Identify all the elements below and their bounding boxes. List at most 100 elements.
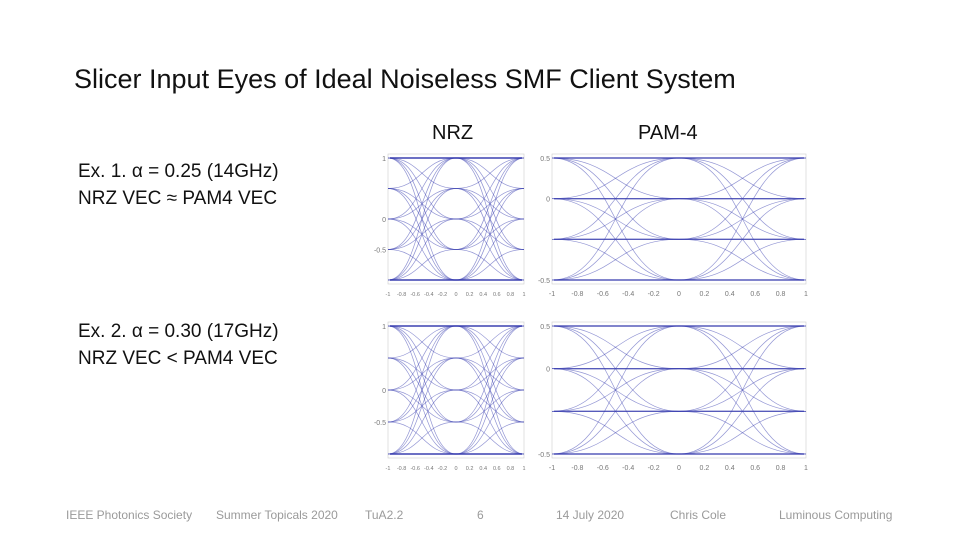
nrz_1-x-tick-2: -0.6 (410, 292, 419, 298)
nrz_1-trace-16 (387, 157, 457, 281)
nrz_1-trace-8 (387, 157, 457, 220)
pam4_1-x-tick-3: -0.4 (622, 291, 634, 298)
nrz_1-x-tick-4: -0.2 (438, 292, 447, 298)
pam4_1-trace-23 (678, 238, 807, 281)
pam4_2-x-tick-9: 0.8 (776, 465, 786, 472)
pam4_2-x-tick-4: -0.2 (648, 465, 660, 472)
pam4_2-x-tick-1: -0.8 (571, 465, 583, 472)
pam4_1-x-tick-4: -0.2 (648, 291, 660, 298)
pam4_1-plot-area (551, 153, 807, 285)
nrz_2-x-tick-9: 0.8 (507, 466, 515, 472)
nrz_2-x-tick-3: -0.4 (424, 466, 433, 472)
nrz_1-y-tick-0: 1 (382, 156, 386, 163)
pam4_2-plot-area (551, 321, 807, 459)
example-1-line2: NRZ VEC ≈ PAM4 VEC (78, 188, 278, 209)
pam4_1-trace-18 (678, 157, 807, 240)
pam4_1-x-tick-8: 0.6 (750, 291, 760, 298)
pam4_1-x-tick-1: -0.8 (571, 291, 583, 298)
pam4_1-trace-21 (678, 157, 807, 281)
pam4_2-trace-6 (551, 325, 680, 412)
nrz_2-x-tick-0: -1 (386, 466, 391, 472)
nrz_1-trace-4 (387, 157, 457, 189)
footer-author: Chris Cole (670, 508, 727, 522)
eye-diagram-pam4-ex2: 0.5 0 -0.5 -1 -0.8 -0.6 -0.4 -0.2 0 0.2 0.4 0.6 0.8 1 (538, 316, 812, 474)
pam4_2-trace-3 (551, 325, 680, 370)
nrz_2-x-tick-10: 1 (522, 466, 525, 472)
footer-company: Luminous Computing (779, 508, 893, 522)
nrz_2-x-tick-2: -0.6 (410, 466, 419, 472)
nrz_1-x-tick-3: -0.4 (424, 292, 433, 298)
nrz_2-trace-18 (387, 389, 457, 455)
pam4_2-x-tick-7: 0.4 (725, 465, 735, 472)
pam4_1-trace-3 (551, 157, 680, 200)
pam4_2-trace-15 (678, 325, 807, 370)
example-2-text: Ex. 2. α = 0.30 (17GHz) NRZ VEC < PAM4 V… (78, 318, 279, 372)
nrz_1-trace-39 (455, 249, 525, 281)
pam4_2-frame (551, 321, 807, 459)
pam4_2-trace-10 (551, 368, 680, 455)
eye-diagram-pam4-ex1: 0.5 0 -0.5 -1 -0.8 -0.6 -0.4 -0.2 0 0.2 0.4 0.6 0.8 1 (538, 148, 812, 300)
nrz_2-trace-36 (455, 325, 525, 455)
nrz_1-trace-12 (387, 157, 457, 250)
nrz_1-trace-18 (387, 218, 457, 281)
pam4_2-trace-22 (678, 368, 807, 455)
pam4_2-y-tick-1: 0 (546, 367, 550, 374)
nrz_1-trace-28 (455, 157, 525, 220)
eye-diagram-nrz-ex1: 1 0 -0.5 -1 -0.8 -0.6 -0.4 -0.2 0 0.2 0.4 0.6 0.8 1 (374, 148, 530, 300)
pam4_1-x-tick-10: 1 (804, 291, 808, 298)
pam4_1-y-tick-1: 0 (546, 197, 550, 204)
pam4_2-trace-23 (678, 410, 807, 455)
nrz_1-trace-24 (455, 157, 525, 189)
nrz_2-trace-16 (387, 325, 457, 455)
nrz_2-y-tick-1: 0 (382, 388, 386, 395)
nrz_2-trace-39 (455, 421, 525, 455)
footer-event: Summer Topicals 2020 (216, 508, 338, 522)
pam4_2-trace-18 (678, 325, 807, 412)
pam4_1-trace-9 (551, 157, 680, 281)
nrz_1-y-tick-2: -0.5 (374, 248, 386, 255)
nrz_1-trace-36 (455, 157, 525, 281)
pam4_1-trace-11 (551, 238, 680, 281)
nrz_2-trace-8 (387, 325, 457, 391)
nrz_1-trace-37 (455, 188, 525, 281)
pam4_1-x-tick-7: 0.4 (725, 291, 735, 298)
pam4_2-trace-11 (551, 410, 680, 455)
nrz_2-trace-12 (387, 325, 457, 423)
pam4_2-trace-9 (551, 325, 680, 455)
column-label-nrz: NRZ (432, 122, 474, 144)
nrz_2-x-tick-8: 0.6 (493, 466, 501, 472)
nrz_1-trace-32 (455, 157, 525, 250)
example-2-line1: Ex. 2. α = 0.30 (17GHz) (78, 321, 279, 342)
nrz_1-x-tick-8: 0.6 (493, 292, 501, 298)
footer-date: 14 July 2020 (556, 508, 625, 522)
footer-session: TuA2.2 (365, 508, 404, 522)
nrz_2-trace-24 (455, 325, 525, 359)
eye-diagram-nrz-ex2: 1 0 -0.5 -1 -0.8 -0.6 -0.4 -0.2 0 0.2 0.4 0.6 0.8 1 (374, 316, 530, 474)
pam4_1-trace-6 (551, 157, 680, 240)
nrz_1-trace-17 (387, 188, 457, 281)
pam4_2-x-tick-2: -0.6 (597, 465, 609, 472)
pam4_2-x-tick-8: 0.6 (750, 465, 760, 472)
nrz_2-trace-28 (455, 325, 525, 391)
slide-title: Slicer Input Eyes of Ideal Noiseless SMF… (74, 64, 736, 94)
nrz_2-x-tick-4: -0.2 (438, 466, 447, 472)
nrz_2-trace-17 (387, 357, 457, 455)
nrz_2-x-tick-5: 0 (454, 466, 457, 472)
nrz_1-trace-19 (387, 249, 457, 281)
pam4_1-trace-15 (678, 157, 807, 200)
pam4_1-y-tick-0: 0.5 (540, 156, 550, 163)
pam4_2-x-tick-3: -0.4 (622, 465, 634, 472)
pam4_2-trace-21 (678, 325, 807, 455)
example-1-text: Ex. 1. α = 0.25 (14GHz) NRZ VEC ≈ PAM4 V… (78, 158, 279, 212)
pam4_1-x-tick-6: 0.2 (700, 291, 710, 298)
pam4_2-y-tick-2: -0.5 (538, 452, 550, 459)
nrz_1-trace-38 (455, 218, 525, 281)
example-2-line2: NRZ VEC < PAM4 VEC (78, 348, 278, 369)
column-label-pam4: PAM-4 (638, 122, 698, 144)
nrz_2-plot-area (387, 321, 525, 459)
nrz_1-x-tick-6: 0.2 (466, 292, 474, 298)
pam4_1-x-tick-0: -1 (549, 291, 555, 298)
nrz_2-x-tick-7: 0.4 (479, 466, 487, 472)
footer-page-number: 6 (477, 508, 484, 522)
example-1-line1: Ex. 1. α = 0.25 (14GHz) (78, 161, 279, 182)
